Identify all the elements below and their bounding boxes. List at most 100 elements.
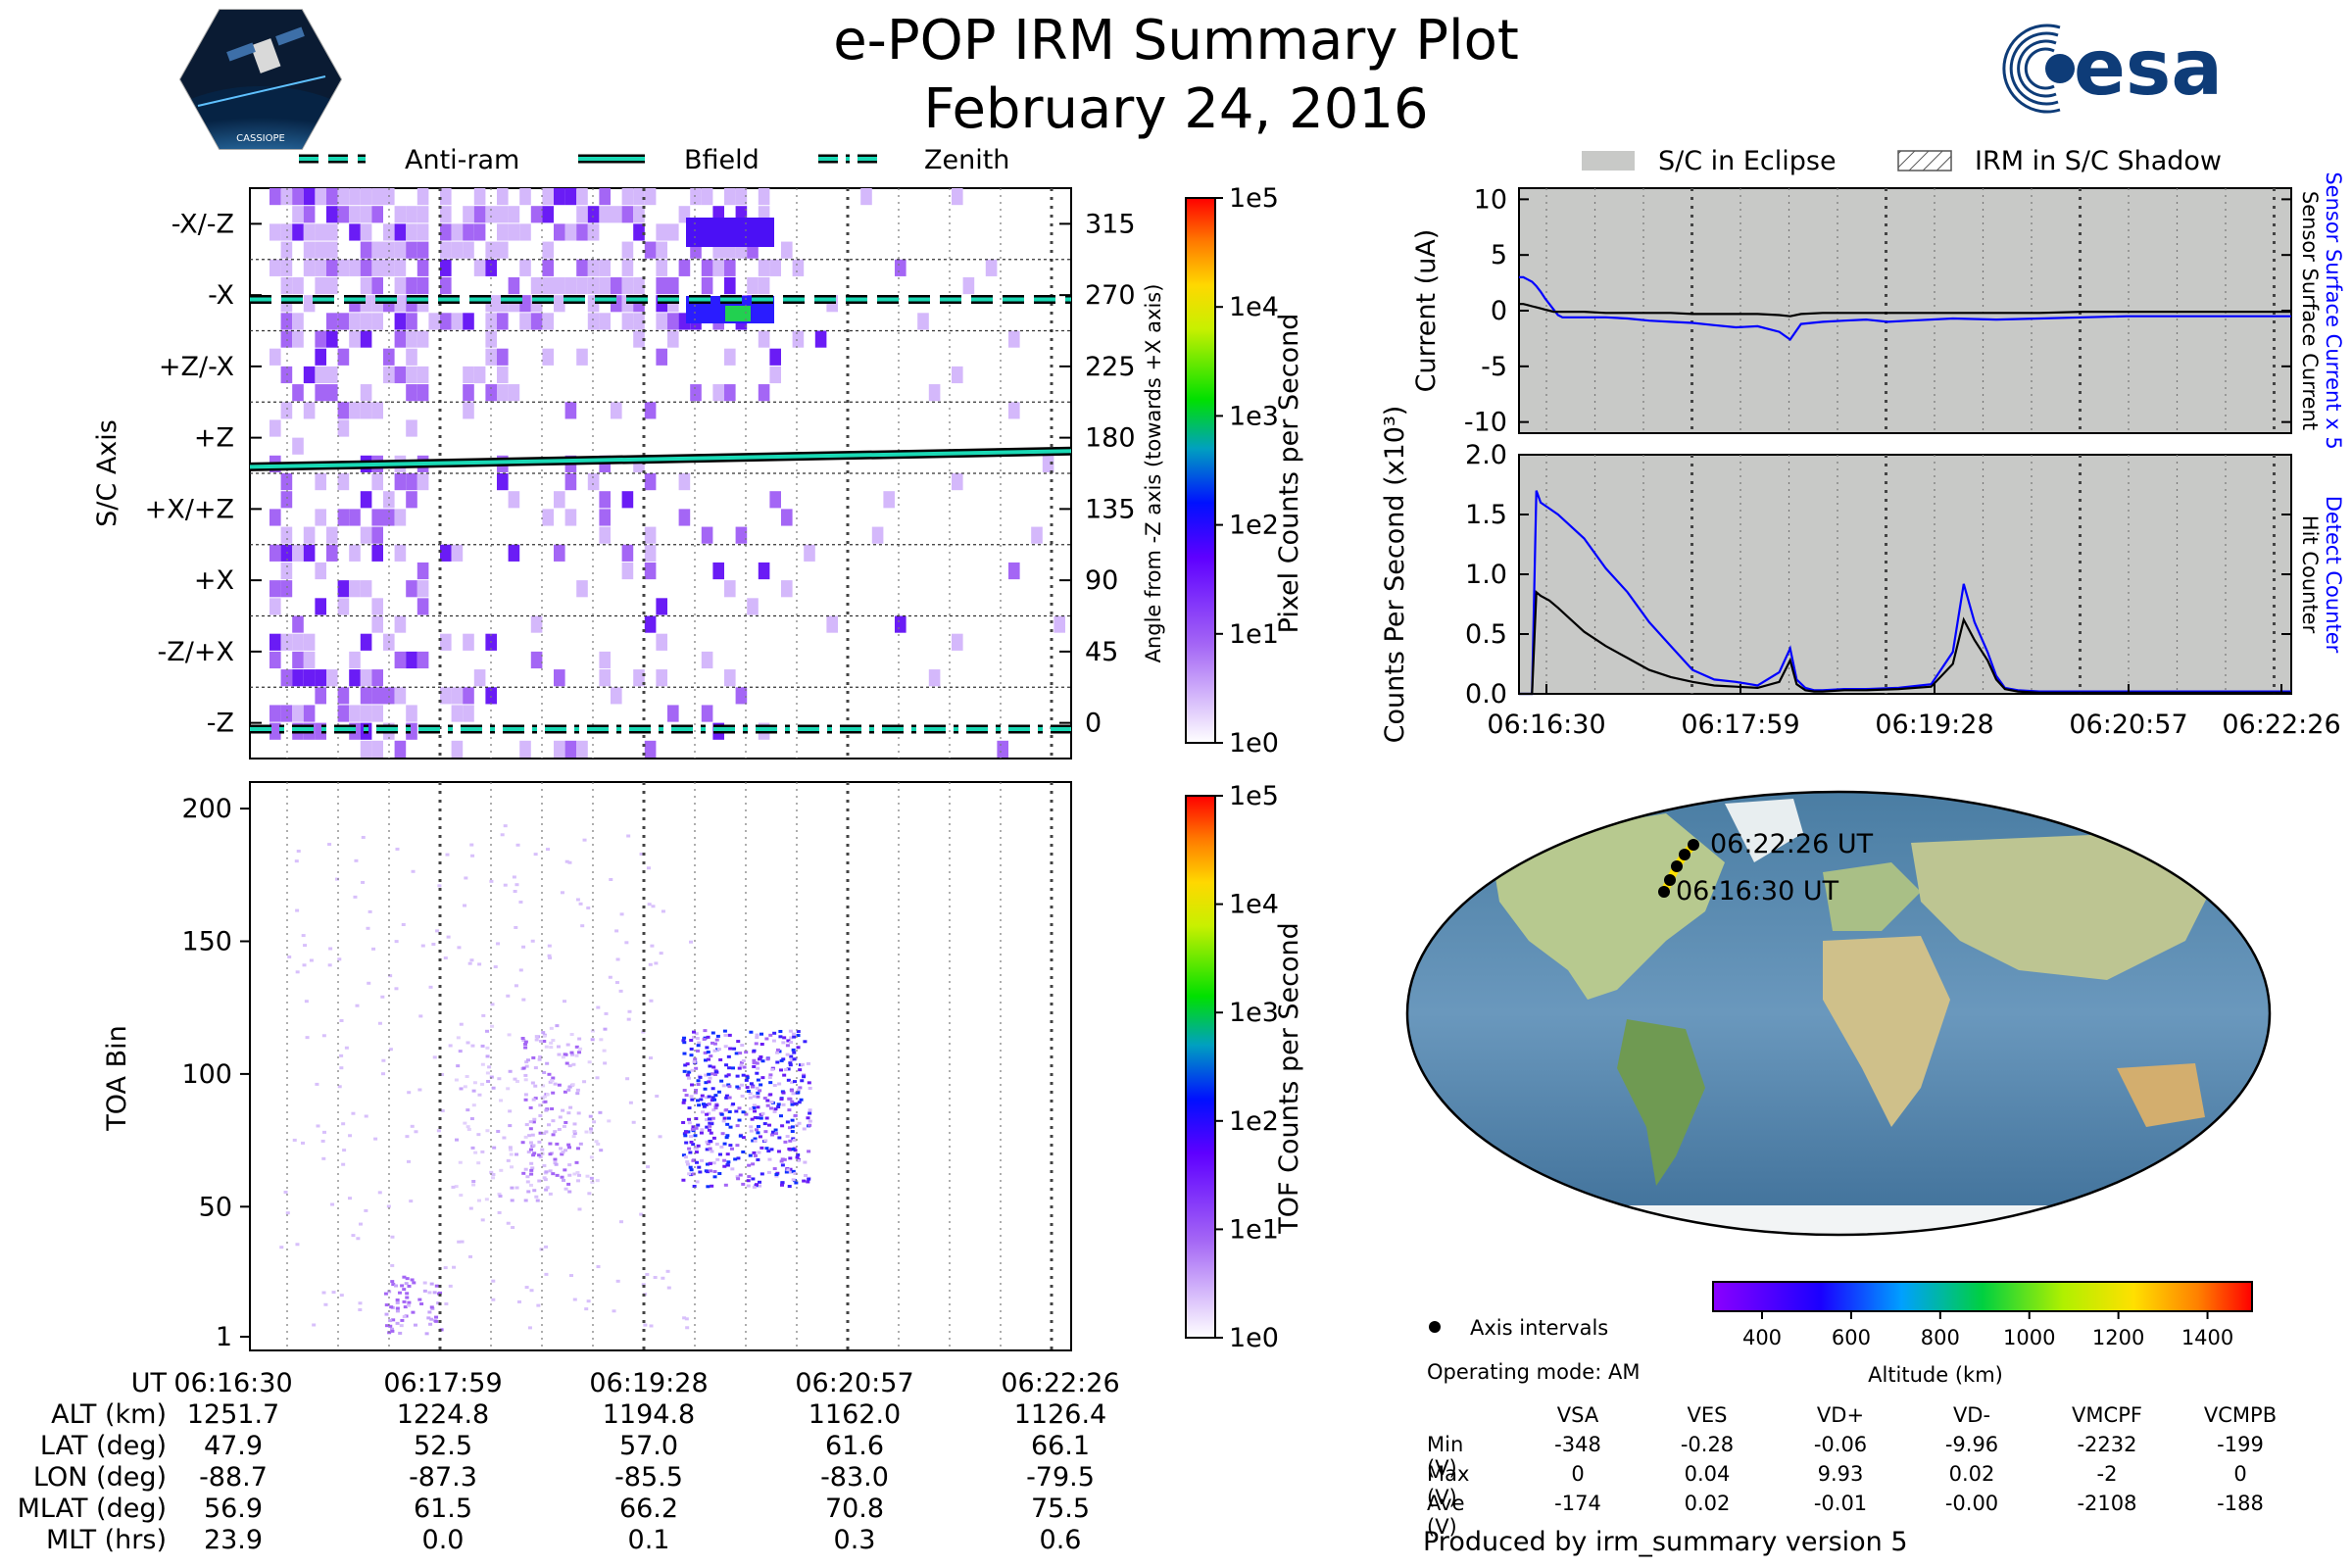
- tof-point: [490, 1003, 495, 1006]
- pixel-cell: [451, 740, 464, 758]
- pixel-cell: [371, 473, 383, 491]
- tof-point: [755, 1183, 760, 1187]
- tof-point: [782, 1073, 787, 1077]
- tof-point: [795, 1155, 800, 1159]
- pixel-cell: [406, 473, 417, 491]
- tof-point: [321, 1291, 326, 1295]
- series-current-0: [1519, 275, 2291, 342]
- pixel-cell: [360, 259, 372, 276]
- tof-point: [726, 1160, 731, 1164]
- tof-point: [364, 1208, 368, 1212]
- tof-point: [618, 989, 623, 993]
- tof-point: [570, 1083, 575, 1087]
- pixel-cell: [440, 633, 452, 651]
- ephemeris-cell: 0.1: [627, 1525, 670, 1555]
- tof-point: [749, 1082, 754, 1086]
- right-legend-swatch-0: [1582, 151, 1635, 171]
- tof-point: [563, 1168, 567, 1172]
- pixel-cell: [394, 259, 407, 276]
- pixel-cell: [292, 633, 304, 651]
- tof-point: [563, 1090, 567, 1094]
- tof-point: [526, 1190, 531, 1194]
- tof-point: [564, 1061, 569, 1065]
- pixel-cell: [599, 206, 611, 223]
- tof-point: [355, 1004, 360, 1007]
- tof-point: [752, 1060, 757, 1064]
- pixel-cell: [485, 384, 497, 402]
- pixel-cell: [895, 259, 906, 276]
- tof-point: [625, 1077, 630, 1081]
- pixel-cell: [485, 206, 497, 223]
- pixel-cell: [576, 740, 588, 758]
- tof-point: [689, 1168, 694, 1172]
- tof-point: [798, 1068, 803, 1072]
- tof-point: [549, 1026, 554, 1030]
- tof-point: [567, 860, 572, 864]
- tof-point: [457, 1240, 462, 1244]
- tof-point: [774, 1174, 779, 1178]
- tof-point: [572, 1172, 577, 1176]
- pixel-hotspot: [686, 218, 774, 247]
- tof-point: [339, 1018, 344, 1022]
- tof-point: [762, 1097, 767, 1101]
- pixel-cell: [270, 633, 281, 651]
- pixel-cell: [542, 313, 554, 330]
- tof-point: [548, 956, 553, 959]
- tof-point: [765, 1099, 770, 1102]
- pixel-cell: [270, 705, 281, 722]
- tof-point: [508, 1069, 513, 1073]
- tof-point: [518, 900, 523, 904]
- tof-point: [712, 1073, 717, 1076]
- tof-point: [782, 1036, 787, 1040]
- tof-point: [779, 1058, 784, 1062]
- tof-point: [712, 1049, 717, 1053]
- line-chart-xtick-label: 06:20:57: [2069, 710, 2187, 740]
- tof-point: [707, 1102, 711, 1106]
- pixel-cell: [371, 705, 383, 722]
- tof-point: [712, 1175, 717, 1179]
- tof-point: [525, 1180, 530, 1184]
- tof-point: [448, 1044, 453, 1048]
- pixel-cell: [292, 206, 304, 223]
- tof-point: [736, 1177, 741, 1181]
- tof-point: [503, 824, 508, 828]
- pixel-cell: [315, 188, 326, 206]
- tof-point: [608, 975, 612, 979]
- tof-point: [390, 1263, 395, 1267]
- tof-point: [694, 1151, 699, 1154]
- tof-point: [303, 944, 308, 948]
- voltage-cell: 0: [2233, 1462, 2247, 1486]
- tof-point: [395, 1298, 400, 1302]
- tof-point: [527, 1134, 532, 1138]
- tof-point: [773, 1128, 778, 1132]
- pixel-cell: [554, 188, 565, 206]
- tof-point: [499, 1168, 504, 1172]
- tof-point: [400, 1284, 405, 1288]
- pixel-cell: [360, 740, 372, 758]
- altitude-tick-label: 600: [1832, 1326, 1871, 1349]
- pixel-cell: [678, 313, 691, 330]
- tof-point: [520, 1037, 525, 1041]
- tof-point: [395, 1309, 400, 1313]
- pixel-cell: [383, 259, 395, 276]
- tof-point: [575, 1092, 580, 1096]
- pixel-cell: [280, 669, 293, 687]
- tof-point: [778, 1029, 783, 1033]
- tof-point: [661, 909, 665, 913]
- tof-point: [775, 1048, 780, 1052]
- tof-point: [358, 1301, 363, 1305]
- tof-point: [295, 1243, 300, 1247]
- voltage-cell: 0.02: [1948, 1462, 1995, 1486]
- tof-point: [700, 1094, 705, 1098]
- tof-point: [712, 1169, 717, 1173]
- tof-point: [529, 1172, 534, 1176]
- tof-point: [769, 1148, 774, 1152]
- tof-point: [649, 1056, 654, 1060]
- colorbar-tick-label: 1e1: [1229, 619, 1279, 650]
- tof-point: [792, 1057, 797, 1061]
- tof-point: [567, 1190, 572, 1194]
- ephemeris-cell: 06:20:57: [795, 1368, 914, 1398]
- tof-point: [567, 1085, 572, 1089]
